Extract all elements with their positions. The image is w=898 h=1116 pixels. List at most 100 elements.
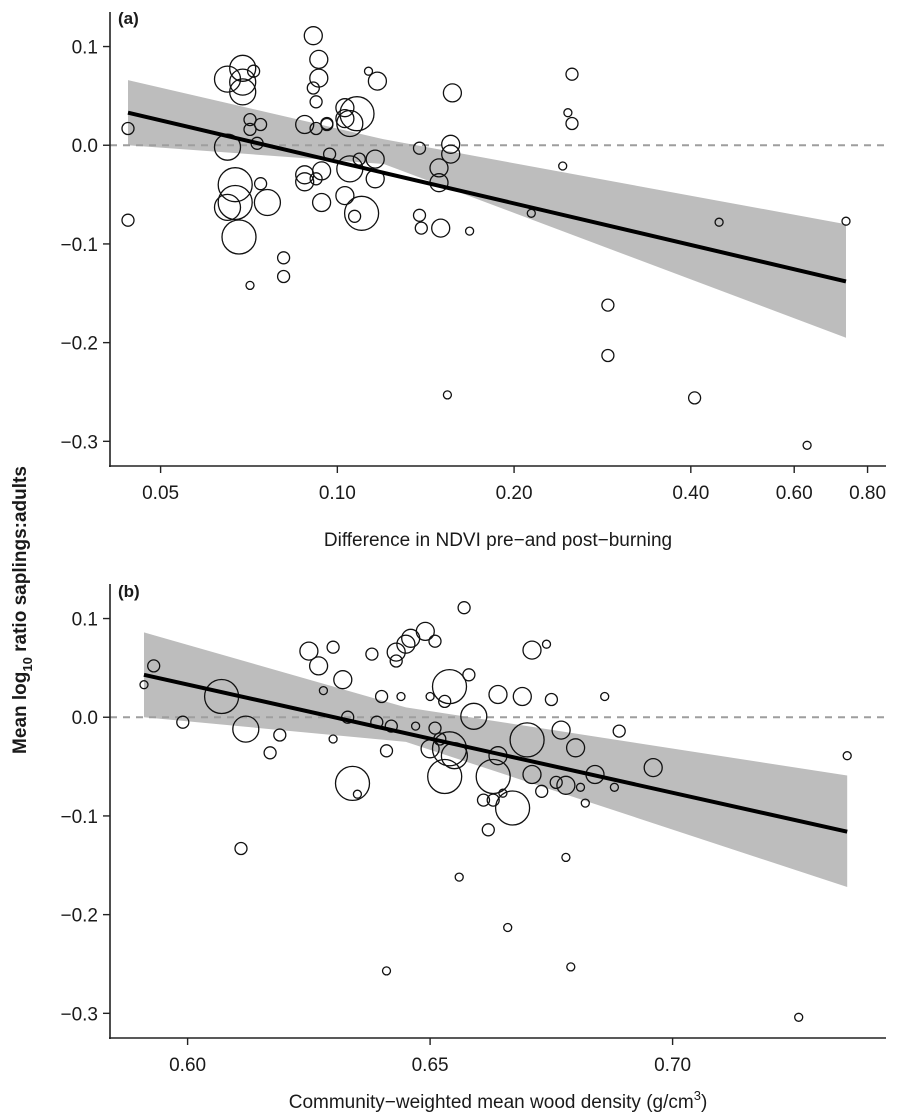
data-point	[601, 298, 615, 312]
data-point	[273, 728, 287, 742]
data-point	[464, 226, 475, 236]
data-point	[245, 280, 255, 291]
data-point	[352, 789, 363, 799]
x-tick-label: 0.10	[319, 483, 356, 504]
data-point	[384, 719, 398, 733]
data-point	[563, 108, 573, 118]
data-point	[842, 751, 852, 761]
data-point	[221, 219, 257, 255]
data-point	[522, 764, 542, 785]
data-point	[556, 775, 576, 795]
y-tick-label: 0.1	[72, 38, 98, 59]
data-point	[462, 668, 476, 682]
data-point	[139, 680, 149, 690]
data-point	[441, 134, 461, 154]
y-axis-label: Mean log10 ratio saplings:adults	[10, 466, 35, 754]
data-point	[379, 744, 394, 758]
regression-line	[143, 672, 848, 834]
data-point	[176, 715, 190, 729]
data-point	[328, 734, 338, 744]
data-point	[522, 640, 542, 660]
data-point	[488, 684, 508, 705]
data-point	[303, 26, 323, 46]
data-point	[295, 114, 315, 135]
panel-b: 0.1 0.0 −0.1 −0.2 −0.3 0.60 0.65 0.70 Community−…	[60, 582, 886, 1113]
data-point	[243, 122, 257, 137]
data-point	[306, 81, 320, 95]
data-point	[841, 216, 851, 226]
data-point	[335, 185, 355, 206]
data-point	[609, 782, 620, 792]
data-point	[367, 71, 388, 91]
data-point	[253, 188, 282, 217]
data-point	[121, 121, 135, 136]
data-point	[481, 823, 495, 837]
data-point	[229, 78, 257, 106]
y-tick-label: 0.1	[72, 610, 98, 631]
data-point	[308, 656, 329, 676]
data-point	[309, 95, 323, 109]
data-point	[535, 784, 549, 798]
x-axis-title: Community−weighted mean wood density (g/…	[289, 1088, 708, 1113]
data-point	[339, 96, 375, 132]
data-point	[309, 68, 329, 88]
data-point	[365, 149, 385, 169]
data-point	[414, 221, 428, 235]
data-point	[217, 167, 253, 203]
data-point	[276, 251, 291, 265]
data-point	[601, 348, 615, 363]
y-tick-label: −0.1	[60, 807, 98, 828]
data-point	[121, 213, 135, 227]
x-axis-title: Difference in NDVI pre−and post−burning	[324, 530, 672, 551]
data-point	[147, 659, 161, 673]
data-point	[412, 208, 427, 222]
data-point	[320, 117, 334, 132]
confidence-band	[128, 80, 846, 338]
data-point	[429, 158, 449, 178]
data-point	[374, 689, 389, 704]
data-point	[498, 788, 508, 798]
data-point	[454, 872, 464, 882]
data-point	[475, 758, 511, 795]
data-point	[311, 161, 332, 181]
data-point	[431, 668, 468, 705]
data-point	[309, 49, 329, 70]
y-tick-label: −0.1	[60, 235, 98, 256]
data-point	[442, 83, 463, 103]
panel-a: 0.1 0.0 −0.1 −0.2 −0.3 0.05 0.10 0.20 0.40 0.60 0.…	[60, 9, 886, 551]
data-point	[438, 694, 452, 709]
data-point	[246, 64, 261, 78]
x-tick-label: 0.05	[142, 483, 179, 504]
data-point	[389, 654, 403, 668]
data-point	[549, 775, 563, 790]
data-point	[333, 670, 353, 690]
data-point	[476, 793, 491, 807]
data-point	[343, 195, 380, 231]
data-point	[643, 757, 663, 778]
data-point	[276, 269, 291, 284]
data-point	[460, 702, 488, 730]
y-axis-label-sub: 10	[20, 657, 35, 671]
data-point	[558, 161, 568, 171]
data-point	[217, 184, 253, 221]
data-point	[541, 639, 552, 649]
data-point	[365, 647, 379, 661]
data-point	[512, 686, 532, 707]
data-point	[580, 798, 590, 808]
data-point	[509, 722, 545, 758]
data-point	[311, 192, 332, 213]
data-point	[428, 721, 442, 735]
data-point	[309, 172, 323, 186]
data-point	[232, 715, 260, 743]
data-point	[410, 721, 421, 731]
data-point	[295, 172, 315, 192]
data-point	[396, 634, 416, 654]
data-point	[551, 720, 571, 740]
data-point	[347, 209, 362, 223]
data-point	[566, 962, 576, 972]
data-point	[415, 621, 435, 642]
y-axis-label-post: ratio saplings:adults	[10, 466, 31, 657]
data-point	[687, 391, 702, 405]
data-point	[600, 691, 610, 702]
y-tick-label: 0.0	[72, 136, 98, 157]
